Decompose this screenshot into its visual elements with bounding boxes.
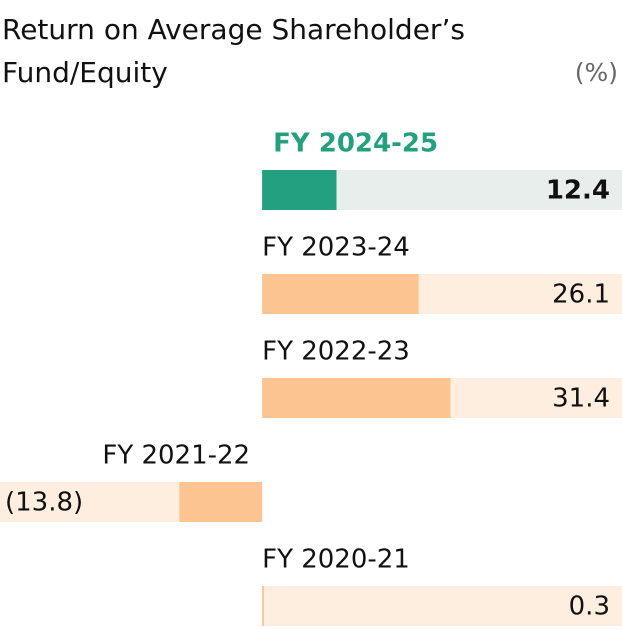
value-label: 31.4: [552, 384, 610, 414]
bar: [179, 482, 263, 522]
category-label: FY 2021-22: [102, 441, 250, 471]
category-label: FY 2024-25: [273, 129, 438, 159]
chart-title: Return on Average Shareholder’s Fund/Equ…: [2, 13, 465, 89]
bar: [262, 586, 264, 626]
bar-track: [262, 586, 622, 626]
bar: [262, 378, 451, 418]
value-label: (13.8): [5, 488, 83, 518]
category-label: FY 2023-24: [262, 233, 410, 263]
category-label: FY 2020-21: [262, 545, 410, 575]
value-label: 0.3: [569, 592, 610, 622]
unit-label: (%): [574, 58, 618, 87]
bar: [262, 274, 419, 314]
category-label: FY 2022-23: [262, 337, 410, 367]
bar: [262, 170, 337, 210]
value-label: 12.4: [546, 176, 610, 206]
value-label: 26.1: [552, 280, 610, 310]
